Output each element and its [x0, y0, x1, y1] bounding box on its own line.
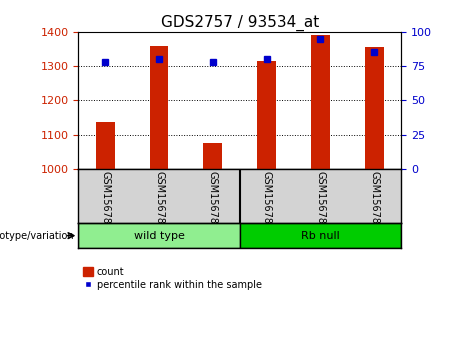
Bar	[150, 46, 168, 169]
Text: genotype/variation: genotype/variation	[0, 231, 74, 241]
Text: GSM156784: GSM156784	[261, 171, 272, 230]
Text: GSM156786: GSM156786	[369, 171, 379, 230]
Text: GSM156788: GSM156788	[154, 171, 164, 230]
Text: GSM156785: GSM156785	[315, 171, 325, 231]
Bar	[203, 143, 222, 169]
Text: wild type: wild type	[134, 231, 184, 241]
Bar	[311, 35, 330, 169]
Bar	[96, 122, 115, 169]
Title: GDS2757 / 93534_at: GDS2757 / 93534_at	[160, 14, 319, 30]
Text: Rb null: Rb null	[301, 231, 340, 241]
Bar	[365, 47, 384, 169]
Bar	[257, 61, 276, 169]
Bar	[78, 223, 240, 248]
Text: GSM156787: GSM156787	[100, 171, 110, 231]
Text: GSM156789: GSM156789	[208, 171, 218, 230]
Bar	[240, 223, 401, 248]
Legend: count, percentile rank within the sample: count, percentile rank within the sample	[83, 267, 262, 290]
